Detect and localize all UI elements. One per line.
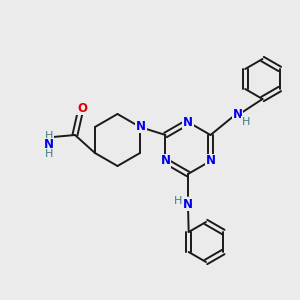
Text: N: N — [232, 109, 242, 122]
Text: N: N — [44, 139, 54, 152]
Text: H: H — [242, 117, 251, 127]
Text: N: N — [160, 154, 170, 167]
Text: N: N — [206, 154, 215, 167]
Text: N: N — [183, 116, 193, 128]
Text: N: N — [136, 119, 146, 133]
Text: O: O — [77, 101, 87, 115]
Text: H: H — [45, 149, 53, 159]
Text: H: H — [45, 131, 53, 141]
Text: N: N — [183, 197, 193, 211]
Text: H: H — [174, 196, 182, 206]
